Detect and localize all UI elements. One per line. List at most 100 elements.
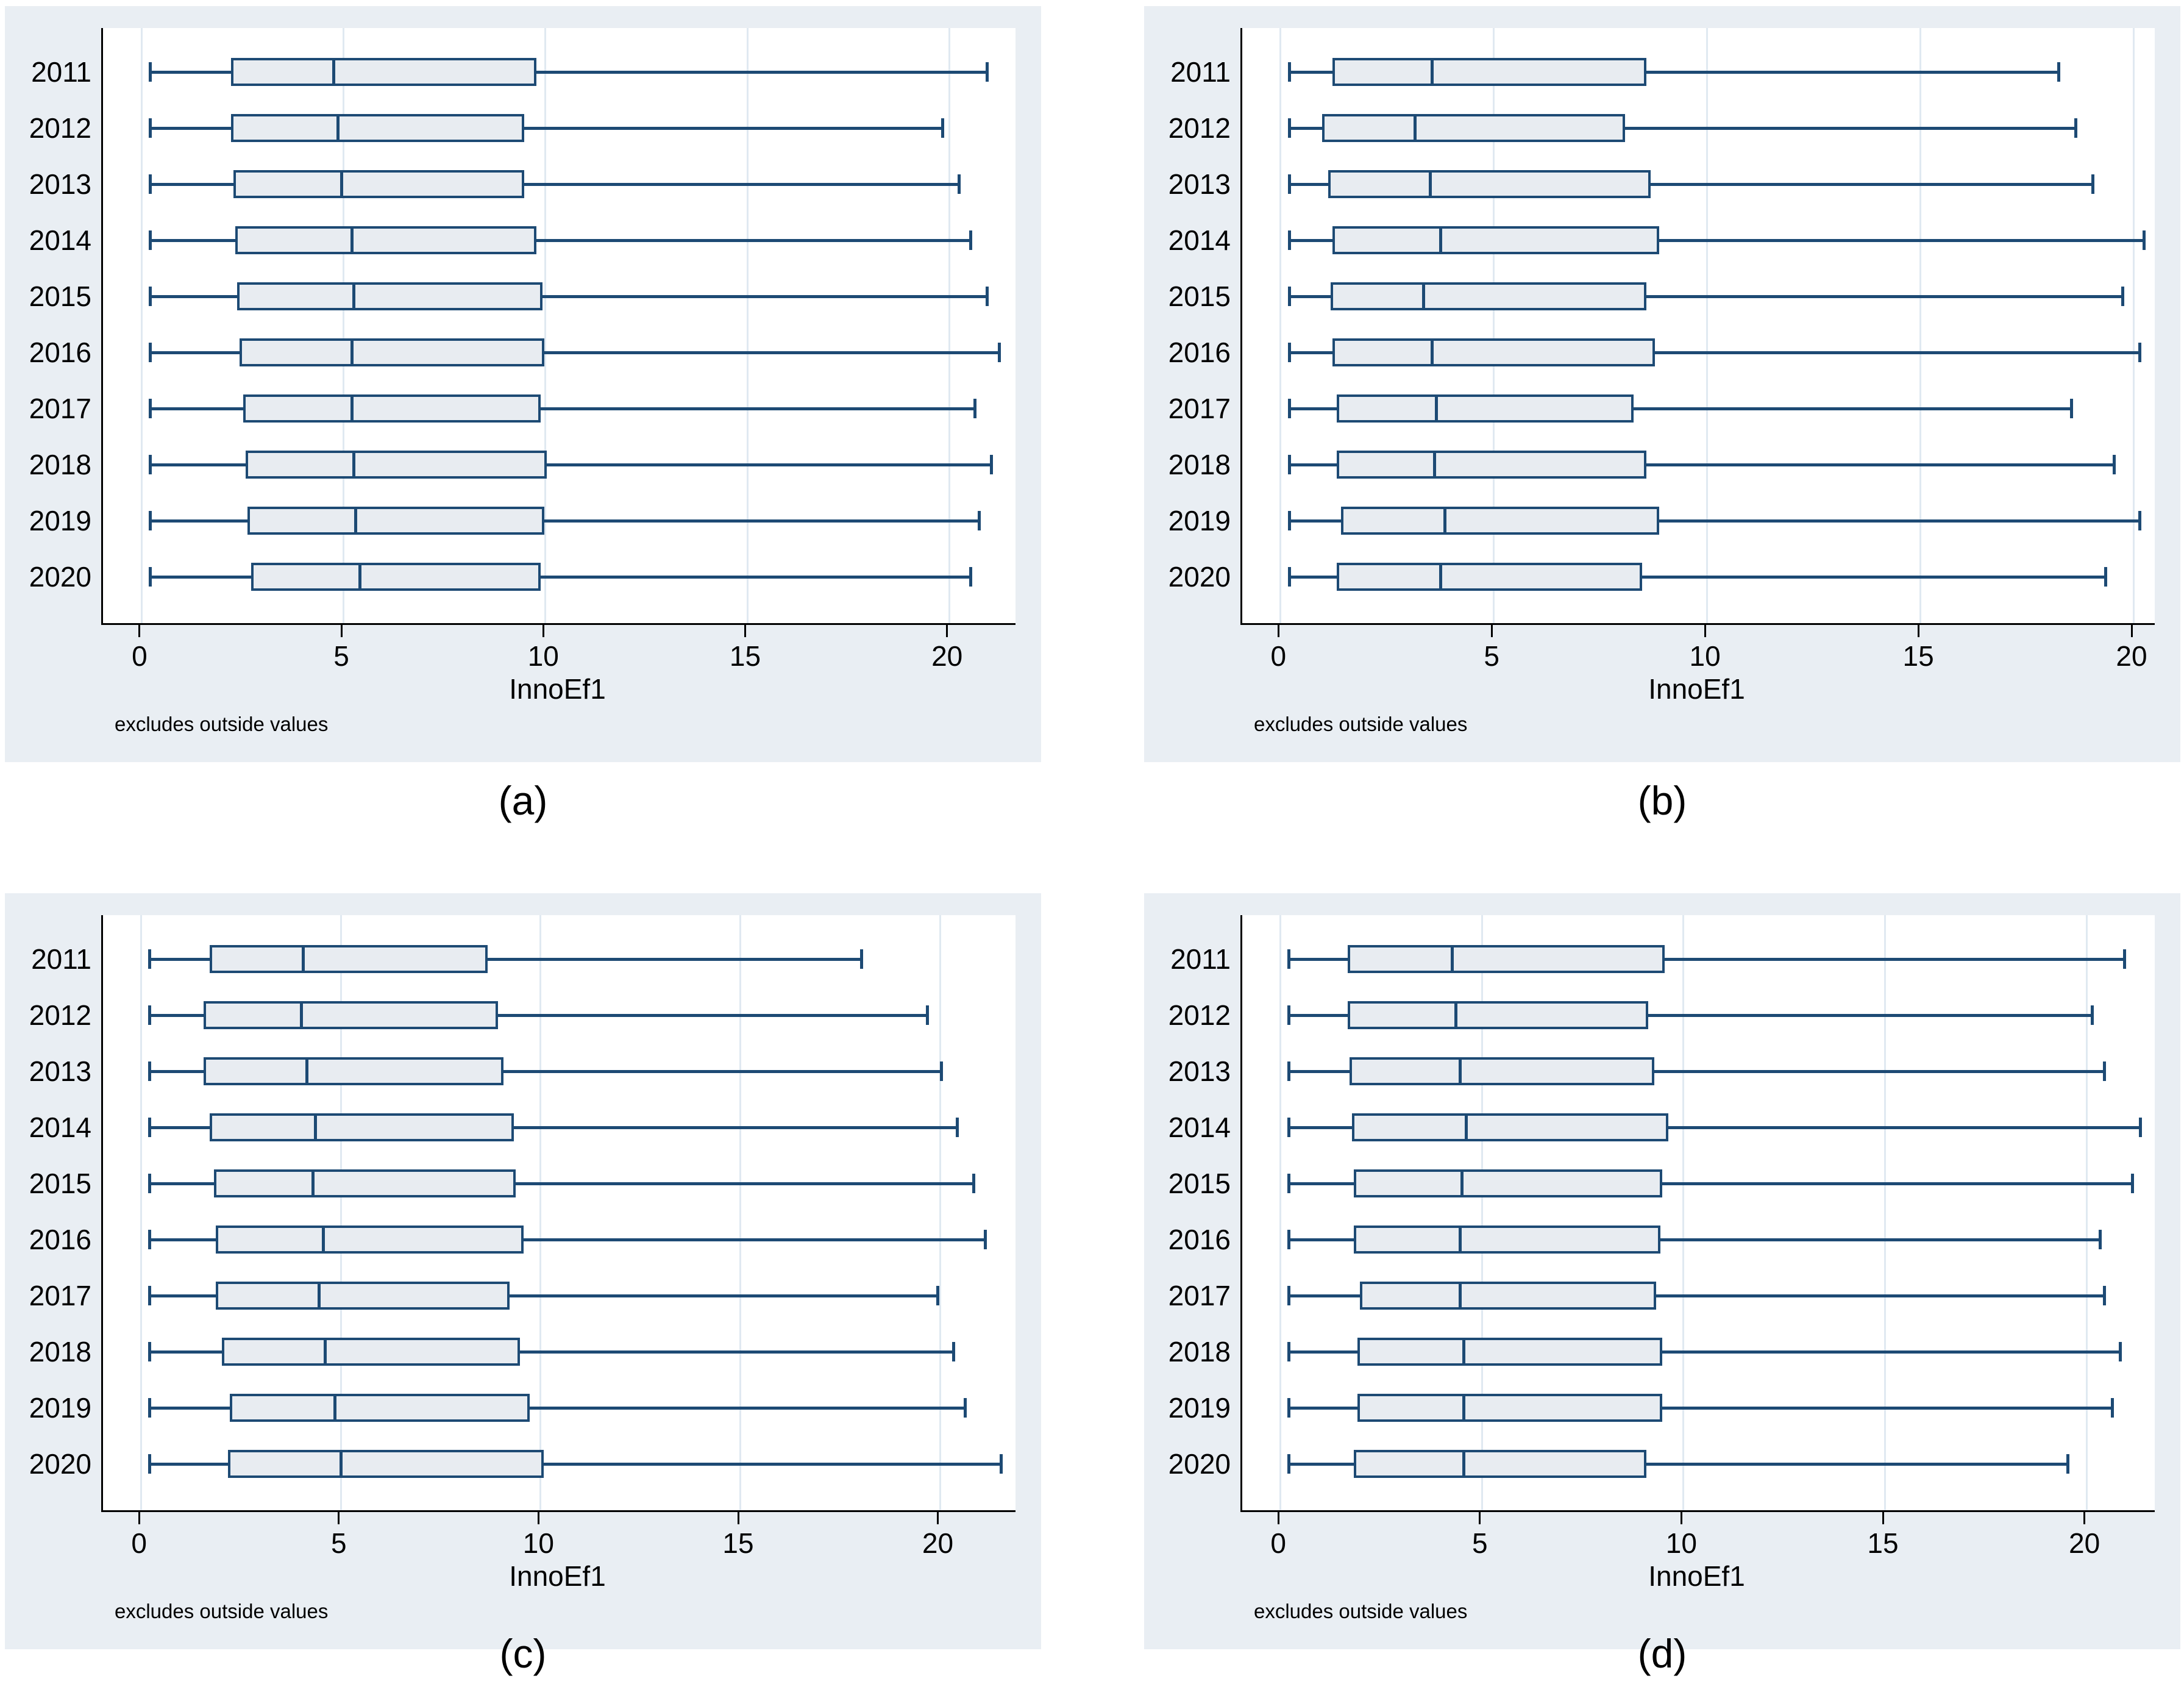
whisker-line-high	[543, 519, 980, 523]
x-tick-label: 15	[722, 1527, 754, 1559]
x-tick-label: 10	[1665, 1527, 1697, 1559]
median-line	[299, 1001, 303, 1029]
year-label: 2019	[29, 1392, 91, 1424]
box	[216, 1226, 524, 1254]
whisker-line-high	[1647, 1014, 2093, 1017]
box	[1350, 1057, 1655, 1085]
whisker-cap-low	[148, 511, 152, 530]
x-tick	[138, 625, 141, 637]
gridline	[1884, 915, 1886, 1510]
box	[204, 1057, 504, 1085]
whisker-cap-high	[977, 511, 981, 530]
panel-d: 2011 2012 2013 2014 2015 2016 2017 2018 2019 2020…	[1092, 842, 2184, 1684]
x-tick	[340, 625, 343, 637]
whisker-line-low	[1289, 463, 1339, 466]
whisker-line-high	[508, 1294, 938, 1297]
whisker-cap-high	[926, 1005, 930, 1025]
whisker-line-high	[1659, 1238, 2100, 1241]
whisker-line-low	[1288, 1350, 1359, 1354]
whisker-cap-low	[148, 1342, 151, 1361]
whisker-cap-low	[148, 174, 152, 194]
whisker-line-high	[1663, 958, 2125, 961]
box	[210, 945, 488, 973]
median-line	[313, 1113, 317, 1141]
year-label: 2019	[1168, 1392, 1231, 1424]
whisker-line-low	[149, 1014, 205, 1017]
whisker-cap-high	[2074, 118, 2077, 138]
box	[1337, 394, 1634, 423]
year-label: 2019	[29, 505, 91, 537]
gridline	[939, 915, 941, 1510]
whisker-line-high	[514, 1182, 974, 1185]
whisker-cap-high	[2102, 1286, 2106, 1305]
box	[227, 1450, 544, 1478]
whisker-line-high	[1624, 127, 2077, 130]
panel-caption-b: (b)	[1637, 778, 1687, 823]
whisker-line-low	[149, 1238, 217, 1241]
whisker-line-high	[523, 127, 944, 130]
whisker-cap-low	[148, 399, 152, 418]
median-line	[350, 338, 354, 366]
whisker-cap-high	[969, 230, 973, 250]
whisker-cap-low	[148, 949, 151, 969]
whisker-cap-low	[148, 118, 152, 138]
whisker-cap-high	[989, 455, 993, 474]
whisker-cap-high	[984, 1230, 987, 1249]
box	[1337, 563, 1643, 591]
year-label: 2012	[29, 112, 91, 144]
whisker-line-low	[1289, 295, 1332, 298]
whisker-line-low	[149, 127, 233, 130]
gridline	[1682, 915, 1685, 1510]
whisker-cap-high	[972, 1174, 975, 1193]
whisker-cap-low	[1287, 1174, 1290, 1193]
median-line	[1462, 1450, 1466, 1478]
x-tick	[744, 625, 746, 637]
median-line	[358, 563, 361, 591]
whisker-cap-low	[1287, 567, 1291, 587]
whisker-cap-high	[941, 118, 945, 138]
x-axis-title: InnoEf1	[509, 673, 606, 705]
median-line	[1439, 226, 1443, 254]
whisker-line-low	[1288, 1238, 1355, 1241]
whisker-cap-low	[1287, 1454, 1290, 1474]
box	[1357, 1394, 1663, 1422]
whisker-line-high	[1661, 1407, 2113, 1410]
box	[204, 1001, 498, 1029]
x-tick	[1277, 1512, 1279, 1524]
panel-caption-a: (a)	[498, 778, 548, 823]
median-line	[1432, 451, 1436, 479]
whisker-line-high	[496, 1014, 928, 1017]
whisker-cap-low	[1287, 1005, 1290, 1025]
whisker-line-high	[1653, 1070, 2105, 1073]
median-line	[333, 1394, 337, 1422]
median-line	[1458, 1226, 1462, 1254]
median-line	[352, 282, 355, 310]
gridline	[1919, 28, 1922, 623]
whisker-line-high	[1654, 351, 2140, 354]
year-label: 2016	[1168, 1224, 1231, 1255]
panel-caption-d: (d)	[1637, 1631, 1687, 1676]
whisker-line-high	[486, 958, 862, 961]
whisker-cap-low	[1287, 1342, 1290, 1361]
x-tick-label: 10	[522, 1527, 554, 1559]
whisker-cap-low	[148, 1398, 151, 1418]
x-tick-label: 5	[331, 1527, 347, 1559]
whisker-line-low	[1289, 351, 1334, 354]
whisker-cap-high	[2121, 287, 2124, 306]
whisker-line-high	[1645, 71, 2060, 74]
whisker-line-low	[149, 71, 233, 74]
whisker-line-low	[1288, 1126, 1353, 1129]
year-label: 2013	[29, 168, 91, 200]
whisker-cap-low	[1287, 455, 1291, 474]
median-line	[1464, 1113, 1468, 1141]
whisker-cap-high	[2102, 1061, 2106, 1081]
boxplot-figure-d: 2011 2012 2013 2014 2015 2016 2017 2018 2019 2020…	[1144, 893, 2180, 1649]
box	[1353, 1169, 1663, 1197]
gridline	[1493, 28, 1495, 623]
whisker-cap-high	[2110, 1398, 2114, 1418]
median-line	[1431, 58, 1434, 86]
whisker-line-low	[149, 239, 237, 242]
year-label: 2020	[1168, 561, 1231, 593]
box	[239, 338, 545, 366]
x-axis-title: InnoEf1	[509, 1560, 606, 1592]
